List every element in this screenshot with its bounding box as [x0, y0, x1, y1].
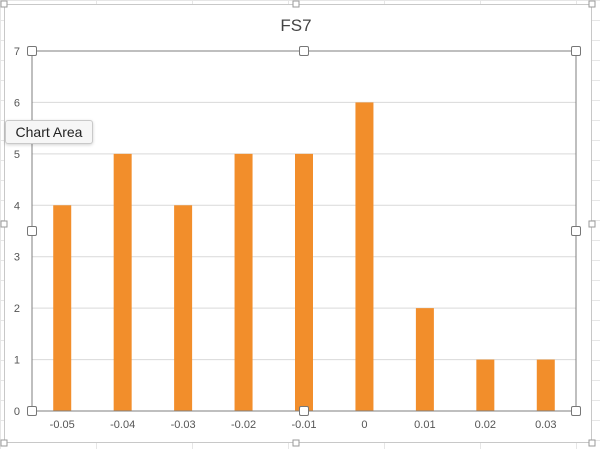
x-axis-tick-labels: -0.05 -0.04 -0.03 -0.02 -0.01 0 0.01 0.02 0.03: [50, 419, 557, 431]
bar-0.02[interactable]: [476, 359, 495, 411]
x-tick-label: -0.02: [231, 419, 256, 431]
chart-area-handle-s[interactable]: [292, 439, 300, 447]
chart-area-handle-n[interactable]: [292, 0, 300, 8]
resize-handle-ne[interactable]: [571, 46, 581, 56]
bar--0.05[interactable]: [53, 205, 72, 411]
chart-area-handle-nw[interactable]: [0, 0, 8, 8]
bar--0.04[interactable]: [113, 153, 132, 411]
chart-area-handle-se[interactable]: [588, 439, 596, 447]
chart-area-handle-e[interactable]: [588, 220, 596, 228]
resize-handle-n[interactable]: [299, 46, 309, 56]
y-axis-tick-labels: 0 1 2 3 4 5 6 7: [14, 46, 20, 418]
y-tick-label: 2: [14, 303, 20, 315]
resize-handle-e[interactable]: [571, 226, 581, 236]
bar--0.01[interactable]: [295, 153, 313, 411]
chart-title[interactable]: FS7: [280, 16, 311, 35]
y-tick-label: 7: [14, 46, 20, 58]
chart-area-tooltip: Chart Area: [5, 120, 93, 144]
bar--0.02[interactable]: [234, 153, 253, 411]
bar-0.01[interactable]: [415, 308, 434, 411]
x-tick-label: -0.03: [171, 419, 196, 431]
x-tick-label: 0.02: [475, 419, 496, 431]
y-tick-label: 6: [14, 97, 20, 109]
x-tick-label: 0.03: [535, 419, 556, 431]
chart-area-handle-sw[interactable]: [0, 439, 8, 447]
resize-handle-s[interactable]: [299, 406, 309, 416]
x-tick-label: -0.04: [110, 419, 135, 431]
bar-0[interactable]: [355, 102, 374, 411]
chart-area-handle-ne[interactable]: [588, 0, 596, 8]
y-tick-label: 1: [14, 355, 20, 367]
y-tick-label: 5: [14, 149, 20, 161]
bar-series[interactable]: [53, 102, 555, 411]
y-tick-label: 3: [14, 252, 20, 264]
bar--0.03[interactable]: [174, 205, 193, 411]
x-tick-label: -0.05: [50, 419, 75, 431]
resize-handle-w[interactable]: [27, 226, 37, 236]
resize-handle-sw[interactable]: [27, 406, 37, 416]
y-tick-label: 4: [14, 200, 20, 212]
bar-0.03[interactable]: [536, 359, 555, 411]
x-tick-label: 0.01: [414, 419, 435, 431]
x-tick-label: 0: [361, 419, 367, 431]
resize-handle-se[interactable]: [571, 406, 581, 416]
y-tick-label: 0: [14, 406, 20, 418]
chart-area-handle-w[interactable]: [0, 220, 8, 228]
x-tick-label: -0.01: [291, 419, 316, 431]
resize-handle-nw[interactable]: [27, 46, 37, 56]
